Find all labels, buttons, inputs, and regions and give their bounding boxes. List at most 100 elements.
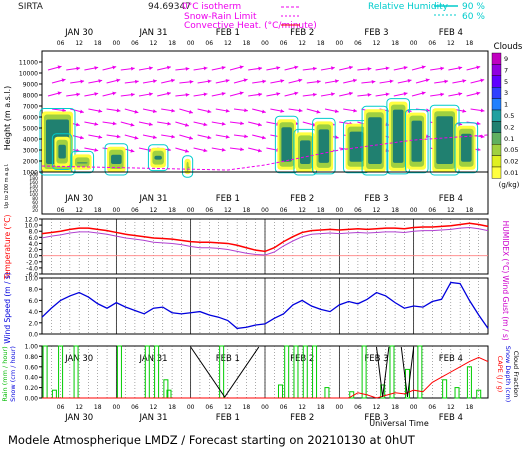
- rain-bar: [361, 345, 367, 399]
- legend-rh-60: 60 %: [462, 12, 485, 22]
- wind-arrow-head: [330, 92, 335, 97]
- cloud-blob-core: [411, 120, 423, 162]
- cloud-ytick-label: 6000: [23, 115, 38, 122]
- day-label-top: FEB 1: [216, 28, 240, 38]
- wind-arrow-head: [421, 91, 426, 96]
- cloud-colorbar-label: 3: [504, 89, 508, 97]
- wind-arrow-head: [148, 122, 153, 127]
- cloud-ytick-label: 5000: [23, 126, 38, 133]
- site-coords: 94.69347: [148, 2, 191, 12]
- cloud-colorbar-label: 5: [504, 78, 508, 86]
- wind-arrow-head: [280, 109, 285, 113]
- cloud-ytick-label: 8000: [23, 93, 38, 100]
- cloud-colorbar-cell: [491, 121, 502, 134]
- cloud-low-ytick-label: 20: [32, 208, 38, 214]
- rain-ylabel: Rain (mm / hour): [1, 346, 9, 401]
- rain-bar: [389, 345, 395, 399]
- wind-arrow-head: [94, 66, 99, 70]
- hour-label-cloud: 00: [410, 207, 418, 214]
- hour-label-top: 06: [280, 40, 288, 47]
- hour-label-bottom: 12: [150, 404, 158, 411]
- cloud-colorbar-label: 9: [504, 55, 508, 63]
- wind-arrow-head: [75, 122, 80, 127]
- cloud-colorbar-cell: [491, 143, 502, 156]
- wind-arrow-head: [98, 135, 103, 139]
- wind-arrow-head: [57, 91, 62, 96]
- wind-arrow-head: [203, 148, 208, 153]
- wind-arrow-head: [62, 108, 66, 113]
- hour-label-top: 06: [428, 40, 436, 47]
- wind-arrow-head: [130, 66, 135, 71]
- day-label-cloud: FEB 4: [439, 194, 463, 204]
- wind-arrow-head: [243, 78, 248, 83]
- wind-arrow-head: [440, 66, 445, 71]
- hour-label-bottom: 12: [75, 404, 83, 411]
- wind-arrow-head: [407, 78, 412, 83]
- hour-label-cloud: 12: [447, 207, 455, 214]
- ytick-label: 4.0: [28, 309, 38, 316]
- wind-arrow-head: [348, 65, 353, 70]
- wind-arrow-head: [462, 109, 467, 113]
- wind-arrow-head: [316, 79, 321, 84]
- wind-arrow-head: [79, 135, 84, 140]
- hour-label-cloud: 00: [336, 207, 344, 214]
- wind-arrow-head: [225, 134, 230, 139]
- rain-bar: [417, 345, 423, 399]
- wind-arrow-head: [94, 122, 99, 126]
- cloud-blob-core: [318, 129, 330, 163]
- wind-arrow-head: [188, 136, 193, 140]
- wind-arrow-head: [207, 109, 212, 114]
- wind-arrow-head: [280, 79, 285, 83]
- wind-arrow-head: [334, 79, 339, 84]
- hour-label-cloud: 00: [113, 207, 121, 214]
- day-label-cloud: JAN 30: [64, 194, 93, 204]
- cape-ylabel: CAPE (J / g): [496, 356, 504, 393]
- cloud-ytick-label: 9000: [23, 82, 38, 89]
- cape-line: [42, 356, 489, 399]
- wind-arrow-head: [330, 66, 335, 71]
- cloud-colorbar-cell: [491, 132, 502, 145]
- hour-label-top: 18: [243, 40, 251, 47]
- cloud-colorbar-label: 0.2: [504, 123, 514, 131]
- wind-arrow-head: [134, 79, 139, 84]
- cloud-low-ytick-label: 80: [32, 196, 38, 202]
- hour-label-cloud: 00: [261, 207, 269, 214]
- snowdepth-ylabel: Snow Depth (cm): [504, 346, 512, 402]
- cloud-colorbar-label: 0.02: [504, 158, 518, 166]
- hour-label-cloud: 06: [428, 207, 436, 214]
- hour-label-bottom: 06: [280, 404, 288, 411]
- ytick-label: 12.0: [25, 217, 39, 224]
- cloud-blob-core: [76, 162, 88, 164]
- wind-arrow-head: [189, 79, 194, 84]
- hour-label-bottom: 00: [336, 404, 344, 411]
- wind-arrow-head: [367, 92, 372, 97]
- wind-arrow-head: [240, 147, 244, 152]
- ytick-label: 10.0: [25, 276, 39, 283]
- wind-speed-line: [41, 281, 489, 330]
- hour-label-top: 06: [57, 40, 65, 47]
- ytick-label: 10.0: [25, 223, 39, 230]
- wind-arrow-head: [476, 65, 481, 70]
- cloud-ytick-label: 10000: [19, 71, 38, 78]
- hour-label-cloud: 18: [243, 207, 251, 214]
- rh-contour: [181, 155, 194, 178]
- wind-arrow-head: [385, 66, 390, 71]
- hour-label-cloud: 06: [57, 207, 65, 214]
- day-label-bottom: FEB 4: [439, 413, 463, 423]
- wind-arrow-head: [148, 92, 153, 97]
- hour-label-top: 12: [298, 40, 306, 47]
- day-label-bottom: FEB 2: [290, 413, 314, 423]
- ytick-label: 4.0: [28, 241, 38, 248]
- hour-label-bottom: 06: [57, 404, 65, 411]
- wind-arrow-head: [262, 79, 267, 84]
- day-label-cloud: FEB 3: [364, 194, 388, 204]
- wind-arrow-head: [403, 91, 408, 96]
- wind-arrow-head: [221, 121, 226, 126]
- chart-layers: 1100010000900080007000600050004000300020…: [19, 28, 519, 423]
- hour-label-top: 18: [391, 40, 399, 47]
- cloud-colorbar-cell: [491, 109, 502, 122]
- day-label-bottom: FEB 1: [216, 413, 240, 423]
- cloud-blob-mid: [186, 161, 189, 172]
- hour-label-bottom: 12: [224, 404, 232, 411]
- zero-isotherm-line: [41, 134, 489, 171]
